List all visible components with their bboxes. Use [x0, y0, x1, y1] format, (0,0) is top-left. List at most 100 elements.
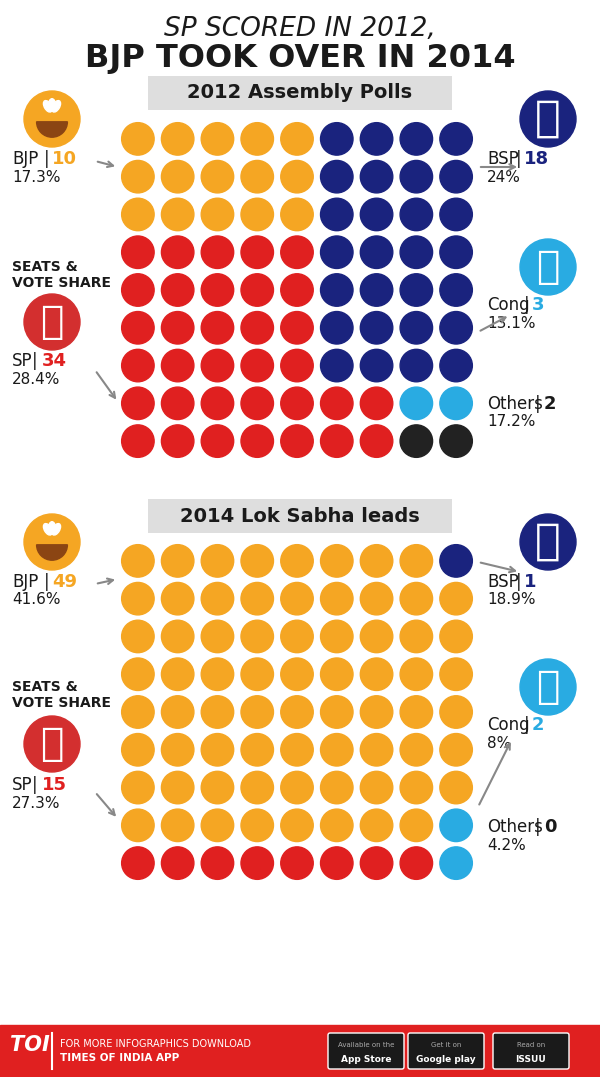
Text: Read on: Read on — [517, 1043, 545, 1048]
Circle shape — [320, 583, 353, 615]
Text: 0: 0 — [544, 819, 557, 836]
Circle shape — [281, 658, 313, 690]
Circle shape — [320, 620, 353, 653]
Circle shape — [440, 696, 472, 728]
Circle shape — [400, 198, 433, 230]
Circle shape — [400, 696, 433, 728]
Wedge shape — [37, 122, 67, 137]
Circle shape — [161, 424, 194, 458]
Circle shape — [281, 236, 313, 268]
Circle shape — [320, 160, 353, 193]
Circle shape — [440, 349, 472, 382]
Circle shape — [122, 198, 154, 230]
Circle shape — [122, 311, 154, 344]
Circle shape — [161, 545, 194, 577]
Circle shape — [201, 620, 233, 653]
Text: 1: 1 — [524, 573, 536, 591]
Circle shape — [440, 236, 472, 268]
Circle shape — [161, 696, 194, 728]
Circle shape — [440, 274, 472, 306]
Circle shape — [24, 294, 80, 350]
FancyBboxPatch shape — [408, 1033, 484, 1069]
Text: App Store: App Store — [341, 1054, 391, 1063]
Circle shape — [122, 236, 154, 268]
Circle shape — [122, 160, 154, 193]
Circle shape — [201, 274, 233, 306]
Text: |: | — [32, 777, 38, 794]
Text: 2012 Assembly Polls: 2012 Assembly Polls — [187, 84, 413, 102]
Circle shape — [440, 160, 472, 193]
Ellipse shape — [49, 521, 56, 534]
Circle shape — [241, 771, 274, 803]
Text: 🚲: 🚲 — [40, 725, 64, 763]
Circle shape — [201, 123, 233, 155]
Circle shape — [122, 387, 154, 420]
Circle shape — [361, 696, 393, 728]
Text: 2: 2 — [544, 395, 557, 412]
Circle shape — [440, 847, 472, 879]
Circle shape — [440, 658, 472, 690]
Circle shape — [281, 733, 313, 766]
Circle shape — [201, 809, 233, 841]
Circle shape — [122, 771, 154, 803]
Text: 8%: 8% — [487, 736, 511, 751]
Text: Others: Others — [487, 395, 543, 412]
Circle shape — [241, 696, 274, 728]
Ellipse shape — [49, 99, 56, 111]
Text: 🐘: 🐘 — [535, 521, 561, 563]
Text: 15: 15 — [42, 777, 67, 794]
Circle shape — [440, 545, 472, 577]
Text: ✋: ✋ — [536, 248, 560, 286]
Text: |: | — [32, 352, 38, 370]
Circle shape — [201, 545, 233, 577]
Circle shape — [361, 387, 393, 420]
Circle shape — [320, 274, 353, 306]
Circle shape — [161, 620, 194, 653]
FancyBboxPatch shape — [493, 1033, 569, 1069]
Circle shape — [320, 387, 353, 420]
Text: ISSUU: ISSUU — [515, 1054, 547, 1063]
Circle shape — [400, 387, 433, 420]
Circle shape — [320, 236, 353, 268]
Circle shape — [201, 349, 233, 382]
Circle shape — [320, 771, 353, 803]
Circle shape — [440, 733, 472, 766]
Text: BJP TOOK OVER IN 2014: BJP TOOK OVER IN 2014 — [85, 43, 515, 74]
Circle shape — [281, 349, 313, 382]
Text: 28.4%: 28.4% — [12, 372, 61, 387]
Circle shape — [320, 733, 353, 766]
Circle shape — [320, 349, 353, 382]
Circle shape — [122, 545, 154, 577]
Circle shape — [320, 545, 353, 577]
Text: 🚲: 🚲 — [40, 303, 64, 341]
Circle shape — [400, 545, 433, 577]
Circle shape — [400, 771, 433, 803]
Circle shape — [320, 696, 353, 728]
Circle shape — [161, 349, 194, 382]
Circle shape — [361, 424, 393, 458]
Circle shape — [241, 424, 274, 458]
Circle shape — [440, 809, 472, 841]
Circle shape — [241, 349, 274, 382]
Text: BSP: BSP — [487, 573, 519, 591]
Circle shape — [281, 311, 313, 344]
Circle shape — [201, 733, 233, 766]
Circle shape — [400, 274, 433, 306]
FancyBboxPatch shape — [148, 76, 452, 110]
Text: 17.2%: 17.2% — [487, 415, 535, 430]
Circle shape — [361, 198, 393, 230]
Text: VOTE SHARE: VOTE SHARE — [12, 696, 111, 710]
Circle shape — [361, 847, 393, 879]
Circle shape — [400, 349, 433, 382]
Text: 27.3%: 27.3% — [12, 796, 61, 811]
Text: 17.3%: 17.3% — [12, 169, 61, 184]
Circle shape — [361, 620, 393, 653]
Circle shape — [361, 809, 393, 841]
Circle shape — [122, 733, 154, 766]
Circle shape — [320, 123, 353, 155]
Circle shape — [201, 696, 233, 728]
Circle shape — [241, 658, 274, 690]
Circle shape — [122, 349, 154, 382]
Text: Cong: Cong — [487, 716, 530, 735]
Circle shape — [201, 847, 233, 879]
